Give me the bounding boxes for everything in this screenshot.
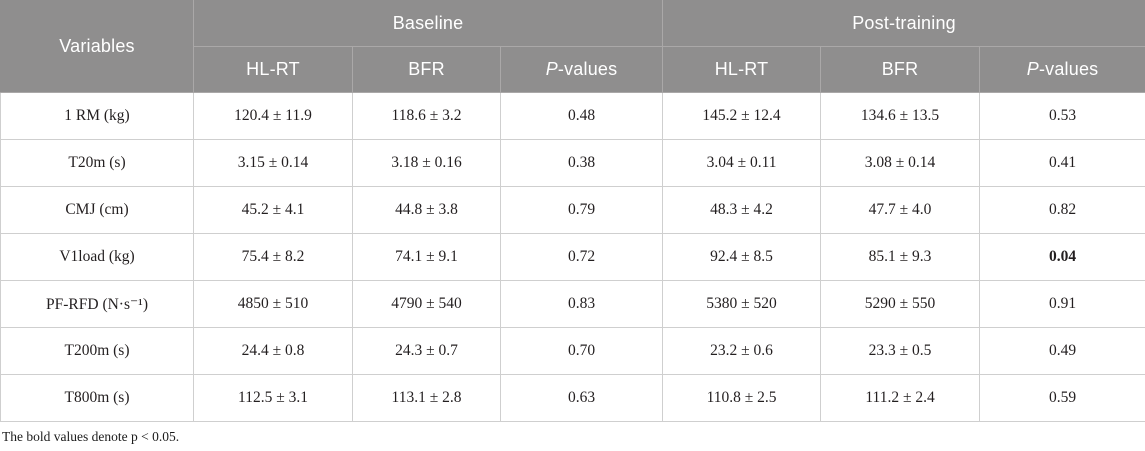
column-header-label: HL-RT [715,59,769,79]
data-cell: 92.4 ± 8.5 [663,234,821,281]
data-cell: 74.1 ± 9.1 [353,234,501,281]
data-cell: 23.2 ± 0.6 [663,328,821,375]
row-label: CMJ (cm) [1,187,194,234]
data-cell: 0.04 [980,234,1145,281]
data-cell: 0.49 [980,328,1145,375]
group-header-row: Variables Baseline Post-training [1,1,1145,47]
data-cell: 113.1 ± 2.8 [353,375,501,422]
row-label: PF-RFD (N·s⁻¹) [1,281,194,328]
data-cell: 0.91 [980,281,1145,328]
data-cell: 44.8 ± 3.8 [353,187,501,234]
data-cell: 47.7 ± 4.0 [821,187,980,234]
data-cell: 45.2 ± 4.1 [194,187,353,234]
group-header-post-training: Post-training [663,1,1145,47]
column-header-label: BFR [882,59,919,79]
data-cell: 5290 ± 550 [821,281,980,328]
data-cell: 75.4 ± 8.2 [194,234,353,281]
data-cell: 5380 ± 520 [663,281,821,328]
data-cell: 4850 ± 510 [194,281,353,328]
data-cell: 112.5 ± 3.1 [194,375,353,422]
data-cell: 23.3 ± 0.5 [821,328,980,375]
data-cell: 0.83 [501,281,663,328]
data-cell: 111.2 ± 2.4 [821,375,980,422]
data-cell: 3.18 ± 0.16 [353,140,501,187]
column-header-post-bfr: BFR [821,47,980,93]
row-label: 1 RM (kg) [1,93,194,140]
data-cell: 24.3 ± 0.7 [353,328,501,375]
column-header-post-pvalues: P-values [980,47,1145,93]
data-cell: 0.41 [980,140,1145,187]
data-cell: 48.3 ± 4.2 [663,187,821,234]
data-cell: 24.4 ± 0.8 [194,328,353,375]
data-cell: 0.63 [501,375,663,422]
column-header-label: BFR [408,59,445,79]
data-cell: 0.53 [980,93,1145,140]
data-cell: 0.70 [501,328,663,375]
column-header-label: HL-RT [246,59,300,79]
data-cell: 0.38 [501,140,663,187]
data-cell: 0.82 [980,187,1145,234]
column-header-baseline-hlrt: HL-RT [194,47,353,93]
row-label: V1load (kg) [1,234,194,281]
data-cell: 0.48 [501,93,663,140]
data-cell: 85.1 ± 9.3 [821,234,980,281]
group-header-baseline: Baseline [194,1,663,47]
data-cell: 110.8 ± 2.5 [663,375,821,422]
column-header-variables: Variables [1,1,194,93]
table-header: Variables Baseline Post-training HL-RT B… [1,1,1145,93]
data-cell: 145.2 ± 12.4 [663,93,821,140]
data-cell: 120.4 ± 11.9 [194,93,353,140]
row-label: T200m (s) [1,328,194,375]
data-cell: 3.15 ± 0.14 [194,140,353,187]
p-italic-label: P [1027,59,1039,79]
data-cell: 4790 ± 540 [353,281,501,328]
column-header-label: -values [1039,59,1098,79]
column-header-post-hlrt: HL-RT [663,47,821,93]
data-cell: 0.59 [980,375,1145,422]
table-footnote: The bold values denote p < 0.05. [0,422,1145,451]
column-header-baseline-pvalues: P-values [501,47,663,93]
results-table: Variables Baseline Post-training HL-RT B… [0,0,1145,422]
data-cell: 118.6 ± 3.2 [353,93,501,140]
data-cell: 134.6 ± 13.5 [821,93,980,140]
data-cell: 3.04 ± 0.11 [663,140,821,187]
column-header-baseline-bfr: BFR [353,47,501,93]
column-header-label: -values [558,59,617,79]
data-cell: 0.72 [501,234,663,281]
data-cell: 0.79 [501,187,663,234]
row-label: T800m (s) [1,375,194,422]
data-cell: 3.08 ± 0.14 [821,140,980,187]
p-italic-label: P [546,59,558,79]
row-label: T20m (s) [1,140,194,187]
